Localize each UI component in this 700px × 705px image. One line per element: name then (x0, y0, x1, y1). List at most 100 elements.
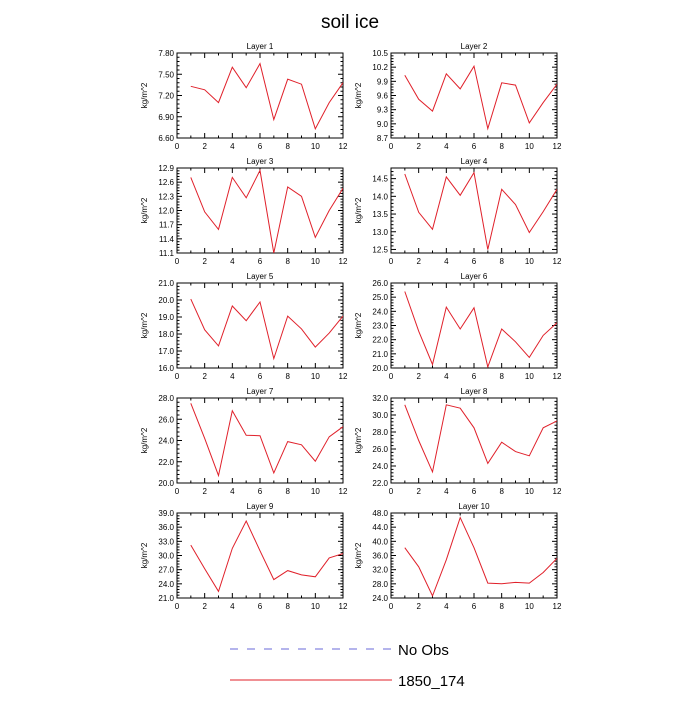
y-tick-label: 39.0 (158, 509, 174, 518)
y-tick-label: 12.6 (158, 178, 174, 187)
y-tick-label: 36.0 (372, 552, 388, 561)
x-tick-label: 12 (553, 257, 562, 266)
y-tick-label: 20.0 (372, 364, 388, 373)
x-tick-label: 0 (175, 142, 180, 151)
y-axis-label: kg/m^2 (140, 312, 149, 338)
series-line-1850-174 (190, 168, 343, 253)
y-tick-label: 9.6 (377, 92, 389, 101)
y-axis-label: kg/m^2 (140, 542, 149, 568)
x-tick-label: 10 (311, 372, 320, 381)
x-tick-label: 8 (285, 142, 290, 151)
series-line-1850-174 (190, 403, 343, 478)
y-axis-label: kg/m^2 (140, 82, 149, 108)
y-tick-label: 24.0 (158, 437, 174, 446)
x-tick-label: 4 (444, 487, 449, 496)
y-axis-label: kg/m^2 (354, 197, 363, 223)
panel-layer-8: Layer 8 0 2 4 6 8 10 12 22.0 24.0 26.0 28.0 30.0 32.0… (354, 387, 562, 496)
x-tick-label: 6 (258, 257, 263, 266)
y-tick-label: 19.0 (158, 313, 174, 322)
y-tick-label: 14.0 (372, 192, 388, 201)
y-tick-label: 9.9 (377, 77, 389, 86)
x-tick-label: 12 (553, 487, 562, 496)
y-tick-label: 11.7 (159, 221, 175, 230)
y-tick-label: 26.0 (158, 415, 174, 424)
y-tick-label: 12.9 (158, 164, 174, 173)
y-tick-label: 7.20 (158, 92, 174, 101)
y-tick-label: 26.0 (372, 279, 388, 288)
y-tick-label: 30.0 (372, 411, 388, 420)
series-line-1850-174 (190, 298, 343, 361)
x-tick-label: 8 (499, 602, 504, 611)
x-tick-label: 6 (472, 487, 477, 496)
y-tick-label: 24.0 (372, 462, 388, 471)
x-tick-label: 8 (499, 142, 504, 151)
y-tick-label: 24.0 (372, 594, 388, 603)
panel-title: Layer 2 (461, 42, 488, 51)
y-tick-label: 10.2 (372, 63, 388, 72)
x-tick-label: 2 (202, 257, 207, 266)
y-tick-label: 32.0 (372, 566, 388, 575)
y-tick-label: 13.0 (372, 228, 388, 237)
y-tick-label: 10.5 (372, 49, 388, 58)
x-tick-label: 8 (499, 257, 504, 266)
y-tick-label: 6.60 (158, 134, 174, 143)
y-tick-label: 14.5 (372, 175, 388, 184)
series-line-1850-174 (404, 64, 557, 131)
y-tick-label: 22.0 (372, 336, 388, 345)
panel-layer-5: Layer 5 0 2 4 6 8 10 12 16.0 17.0 18.0 19.0 20.0 21.0… (140, 272, 348, 381)
x-tick-label: 2 (416, 602, 421, 611)
y-tick-label: 12.0 (158, 207, 174, 216)
x-tick-label: 4 (444, 372, 449, 381)
panel-title: Layer 9 (247, 502, 274, 511)
series-line-1850-174 (404, 291, 557, 368)
y-tick-label: 33.0 (158, 537, 174, 546)
y-tick-label: 30.0 (158, 552, 174, 561)
x-tick-label: 12 (339, 142, 348, 151)
panel-layer-2: Layer 2 0 2 4 6 8 10 12 8.7 9.0 9.3 9.6 9.9 10.2 10.5 k… (354, 42, 562, 151)
x-tick-label: 8 (499, 487, 504, 496)
y-tick-label: 8.7 (377, 134, 389, 143)
y-tick-label: 26.0 (372, 445, 388, 454)
panel-title: Layer 1 (247, 42, 274, 51)
y-tick-label: 20.0 (158, 296, 174, 305)
x-tick-label: 6 (258, 487, 263, 496)
y-axis-label: kg/m^2 (354, 542, 363, 568)
legend-label-no-obs: No Obs (398, 642, 449, 659)
x-tick-label: 4 (230, 602, 235, 611)
series-line-1850-174 (404, 404, 557, 474)
x-tick-label: 12 (339, 487, 348, 496)
y-tick-label: 12.3 (158, 192, 174, 201)
x-tick-label: 0 (175, 257, 180, 266)
panel-title: Layer 8 (461, 387, 488, 396)
panel-layer-4: Layer 4 0 2 4 6 8 10 12 12.5 13.0 13.5 14.0 14.5 kg/m… (354, 157, 562, 266)
x-tick-label: 2 (202, 142, 207, 151)
x-tick-label: 4 (230, 257, 235, 266)
x-tick-label: 8 (285, 372, 290, 381)
x-tick-label: 12 (553, 372, 562, 381)
y-tick-label: 27.0 (158, 566, 174, 575)
y-tick-label: 17.0 (158, 347, 174, 356)
x-tick-label: 10 (525, 372, 534, 381)
panel-title: Layer 4 (461, 157, 488, 166)
x-tick-label: 2 (416, 487, 421, 496)
y-tick-label: 6.90 (158, 113, 174, 122)
x-tick-label: 10 (311, 602, 320, 611)
y-tick-label: 25.0 (372, 293, 388, 302)
y-tick-label: 13.5 (372, 210, 388, 219)
y-tick-label: 40.0 (372, 537, 388, 546)
y-tick-label: 28.0 (372, 428, 388, 437)
y-tick-label: 23.0 (372, 322, 388, 331)
legend: No Obs 1850_174 (230, 642, 465, 690)
x-tick-label: 10 (311, 257, 320, 266)
x-tick-label: 0 (175, 487, 180, 496)
y-axis-label: kg/m^2 (354, 82, 363, 108)
x-tick-label: 4 (230, 487, 235, 496)
x-tick-label: 4 (230, 372, 235, 381)
x-tick-label: 4 (230, 142, 235, 151)
series-line-1850-174 (190, 62, 343, 131)
x-tick-label: 0 (175, 372, 180, 381)
x-tick-label: 12 (553, 602, 562, 611)
x-tick-label: 0 (175, 602, 180, 611)
y-axis-label: kg/m^2 (140, 427, 149, 453)
panel-title: Layer 10 (458, 502, 490, 511)
